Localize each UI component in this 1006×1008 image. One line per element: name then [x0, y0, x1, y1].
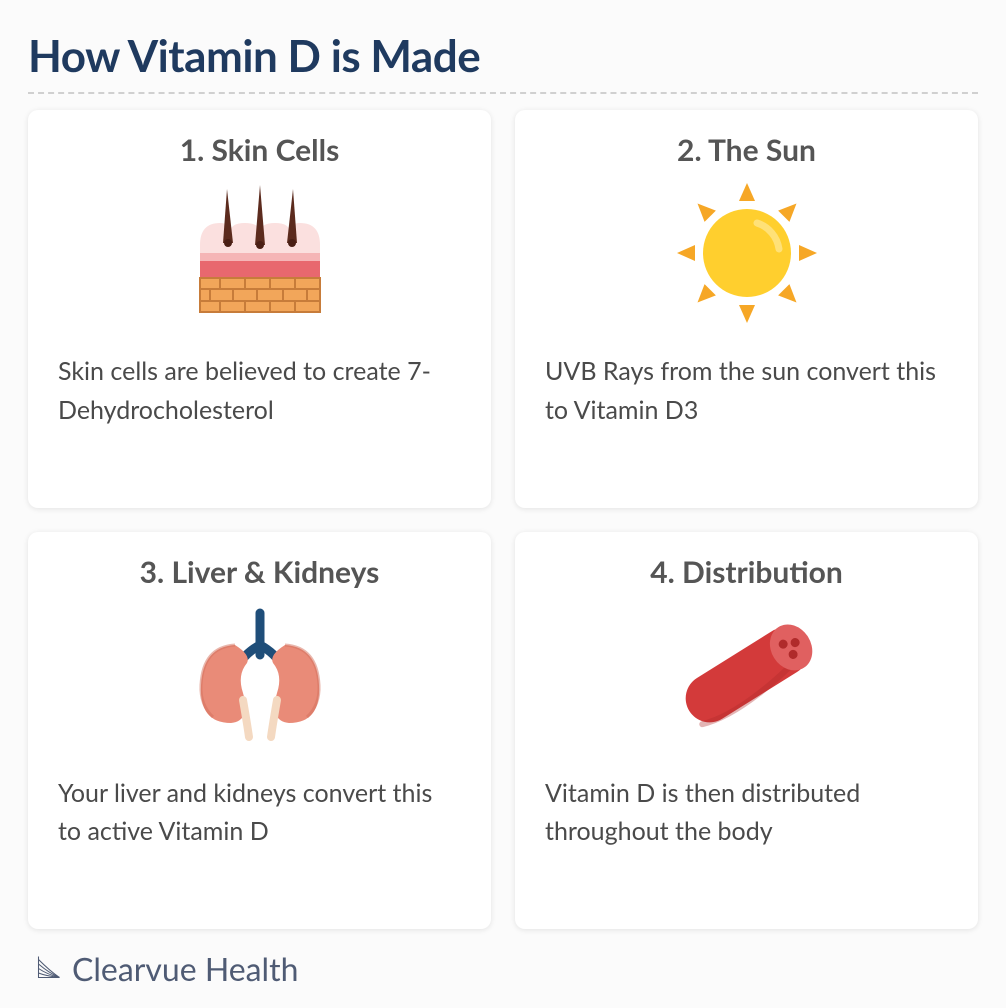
card-text: Your liver and kidneys convert this to a…: [58, 774, 461, 852]
card-grid: 1. Skin Cells: [28, 110, 978, 929]
kidneys-icon: [185, 600, 335, 750]
card-title: 4. Distribution: [650, 554, 843, 590]
blood-vessel-icon: [662, 600, 832, 750]
brand-footer: Clearvue Health: [28, 929, 978, 988]
card-title: 2. The Sun: [677, 132, 816, 168]
card-sun: 2. The Sun: [515, 110, 978, 508]
card-skin-cells: 1. Skin Cells: [28, 110, 491, 508]
card-distribution: 4. Distribution Vitamin D is then distri…: [515, 532, 978, 930]
card-title: 1. Skin Cells: [180, 132, 340, 168]
card-text: Skin cells are believed to create 7-Dehy…: [58, 352, 461, 430]
skin-cells-icon: [185, 178, 335, 328]
brand-name: Clearvue Health: [72, 949, 298, 988]
card-kidneys: 3. Liver & Kidneys Your liver and kidney…: [28, 532, 491, 930]
brand-logo-icon: [34, 952, 64, 986]
page-title: How Vitamin D is Made: [28, 30, 978, 90]
card-title: 3. Liver & Kidneys: [140, 554, 380, 590]
card-text: Vitamin D is then distributed throughout…: [545, 774, 948, 852]
sun-icon: [662, 178, 832, 328]
infographic-page: How Vitamin D is Made 1. Skin Cells: [0, 0, 1006, 1008]
card-text: UVB Rays from the sun convert this to Vi…: [545, 352, 948, 430]
